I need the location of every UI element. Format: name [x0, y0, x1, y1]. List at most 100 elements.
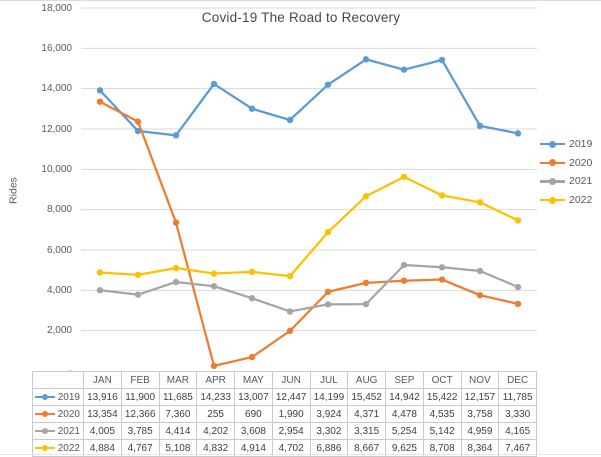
value-cell-2020-DEC: 3,330 [498, 405, 537, 423]
value-cell-2020-APR: 255 [196, 405, 235, 423]
value-cell-2020-FEB: 12,366 [120, 405, 160, 423]
value-cell-2022-JUN: 4,702 [271, 439, 311, 457]
data-point-2022-SEP [400, 173, 408, 181]
value-cell-2019-APR: 14,233 [196, 388, 235, 406]
data-point-2022-APR [210, 270, 218, 277]
data-point-2022-MAY [248, 268, 256, 276]
data-point-2019-MAY [248, 105, 256, 112]
data-point-2019-AUG [362, 56, 370, 63]
table-row-2019: 2019 13,916 11,900 11,685 14,233 13,007 12,447… [32, 388, 537, 406]
month-header-JAN: JAN [83, 371, 122, 389]
value-cell-2019-JUN: 12,447 [271, 388, 311, 406]
y-tick-label: 18,000 [41, 2, 72, 14]
value-cell-2021-DEC: 4,165 [498, 422, 537, 440]
legend-key-icon [34, 445, 55, 451]
value-cell-2020-AUG: 4,371 [347, 405, 386, 423]
month-header-JUL: JUL [309, 371, 349, 389]
value-cell-2020-JUN: 1,990 [271, 405, 311, 423]
data-point-2022-JUN [286, 272, 294, 280]
data-point-2022-FEB [134, 271, 142, 279]
series-year-label: 2020 [57, 408, 80, 420]
value-cell-2020-SEP: 4,478 [385, 405, 424, 423]
legend-key-icon [34, 411, 55, 417]
data-point-2019-MAR [172, 132, 180, 139]
value-cell-2022-OCT: 8,708 [422, 439, 462, 457]
month-header-DEC: DEC [498, 371, 537, 389]
data-point-2021-JAN [96, 287, 104, 294]
month-header-SEP: SEP [385, 371, 424, 389]
table-header-row: JAN FEB MAR APR MAY JUN JUL AUG SEP OCT NOV DEC [32, 371, 537, 389]
value-cell-2019-JAN: 13,916 [83, 388, 122, 406]
y-tick-label: 2,000 [46, 325, 72, 337]
series-line-2019 [98, 58, 520, 137]
data-point-2020-AUG [362, 279, 370, 287]
table-corner-cell [32, 371, 84, 389]
value-cell-2019-FEB: 11,900 [120, 388, 160, 406]
table-body: 2019 13,916 11,900 11,685 14,233 13,007 12,447… [32, 388, 537, 457]
legend-item-2019: 2019 [540, 135, 592, 154]
y-tick-label: 14,000 [41, 83, 72, 95]
value-cell-2019-NOV: 12,157 [460, 388, 500, 406]
value-cell-2019-MAR: 11,685 [158, 388, 198, 406]
series-label-cell-2019: 2019 [32, 388, 84, 406]
y-tick-label: 16,000 [41, 42, 72, 54]
series-label-cell-2020: 2020 [32, 405, 84, 423]
value-cell-2021-APR: 4,202 [196, 422, 235, 440]
legend-label: 2022 [569, 194, 593, 207]
data-point-2022-AUG [362, 193, 370, 200]
value-cell-2020-JAN: 13,354 [83, 405, 122, 423]
data-point-2021-JUL [324, 301, 332, 308]
value-cell-2021-NOV: 4,959 [460, 422, 500, 440]
y-tick-label: 12,000 [41, 123, 72, 135]
legend-label: 2020 [569, 156, 593, 169]
data-point-2019-FEB [134, 127, 142, 135]
table-row-2022: 2022 4,884 4,767 5,108 4,832 4,914 4,702 6,886 8… [32, 439, 537, 457]
legend-label: 2019 [569, 138, 593, 151]
top-edge-line [0, 0, 601, 1]
value-cell-2021-AUG: 3,315 [347, 422, 386, 440]
value-cell-2022-SEP: 9,625 [385, 439, 424, 457]
bottom-edge-line [0, 454, 601, 455]
value-cell-2020-OCT: 4,535 [422, 405, 462, 423]
series-label-cell-2022: 2022 [32, 439, 84, 457]
series-year-label: 2019 [57, 391, 80, 403]
data-point-2021-OCT [438, 264, 446, 271]
legend-line-marker-icon [540, 140, 565, 148]
table-row-2020: 2020 13,354 12,366 7,360 255 690 1,990 3,924 4,3… [32, 405, 537, 423]
data-point-2021-JUN [286, 308, 294, 315]
data-point-2021-DEC [514, 283, 522, 291]
legend-key-icon [34, 394, 55, 400]
chart-legend: 2019 2020 2021 2022 [540, 135, 592, 209]
month-header-MAR: MAR [158, 371, 198, 389]
data-point-2019-JUL [324, 81, 332, 88]
data-point-2019-APR [210, 80, 218, 88]
legend-key-icon [34, 428, 55, 434]
series-line-2021 [98, 263, 520, 313]
data-table: JAN FEB MAR APR MAY JUN JUL AUG SEP OCT NOV DEC 201… [32, 371, 537, 457]
y-tick-label: 10,000 [41, 163, 72, 175]
data-point-2022-NOV [476, 199, 484, 206]
value-cell-2021-SEP: 5,254 [385, 422, 424, 440]
month-header-APR: APR [196, 371, 235, 389]
legend-label: 2021 [569, 175, 593, 188]
data-point-2020-JAN [96, 98, 104, 105]
data-point-2020-JUN [286, 327, 294, 335]
table-row-2021: 2021 4,005 3,785 4,414 4,202 3,608 2,954 3,302 3… [32, 422, 537, 440]
data-point-2021-NOV [476, 267, 484, 275]
legend-item-2022: 2022 [540, 191, 592, 210]
data-point-2021-SEP [400, 261, 408, 269]
month-header-JUN: JUN [271, 371, 311, 389]
data-point-2020-APR [210, 362, 218, 370]
series-label-cell-2021: 2021 [32, 422, 84, 440]
value-cell-2021-MAR: 4,414 [158, 422, 198, 440]
value-cell-2022-DEC: 7,467 [498, 439, 537, 457]
series-line-2022 [98, 175, 520, 278]
series-line-2020 [98, 100, 520, 367]
legend-line-marker-icon [540, 177, 565, 185]
value-cell-2021-JAN: 4,005 [83, 422, 122, 440]
legend-line-marker-icon [540, 159, 565, 167]
value-cell-2021-MAY: 3,608 [234, 422, 273, 440]
month-header-FEB: FEB [120, 371, 160, 389]
